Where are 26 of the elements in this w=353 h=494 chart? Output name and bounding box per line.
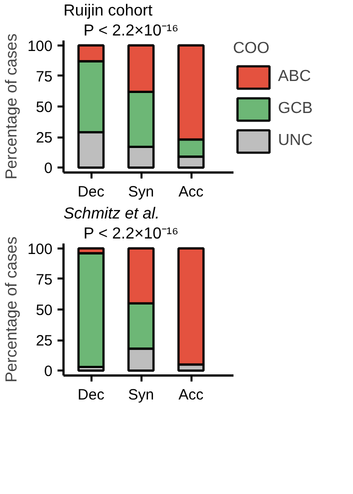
y-tick-label: 50 xyxy=(36,99,53,116)
legend-label: GCB xyxy=(278,100,313,118)
legend-title: COO xyxy=(233,40,270,58)
x-tick-label: Syn xyxy=(128,184,154,200)
y-tick-label: 0 xyxy=(44,363,52,380)
legend-label: ABC xyxy=(278,68,311,86)
x-tick-label: Dec xyxy=(78,386,105,404)
x-tick-label: Acc xyxy=(178,386,204,404)
x-tick-label: Dec xyxy=(78,184,105,200)
y-tick-label: 75 xyxy=(36,271,53,288)
y-tick-label: 100 xyxy=(27,38,53,55)
legend-label: UNC xyxy=(278,132,313,150)
y-axis-title: Percentage of cases xyxy=(3,236,20,382)
chart-subtitle: P < 2.2×10⁻¹⁶ xyxy=(84,22,178,40)
y-tick-label: 25 xyxy=(36,130,53,147)
y-axis-title: Percentage of cases xyxy=(3,34,20,180)
x-tick-label: Acc xyxy=(178,184,204,200)
y-tick-label: 50 xyxy=(36,302,53,319)
y-tick-label: 100 xyxy=(27,240,53,258)
chart-title: Schmitz et al. xyxy=(64,206,160,222)
y-tick-label: 0 xyxy=(44,160,52,178)
chart-subtitle: P < 2.2×10⁻¹⁶ xyxy=(84,226,178,242)
chart-title: Ruijin cohort xyxy=(64,2,153,20)
y-tick-label: 75 xyxy=(36,68,53,86)
y-tick-label: 25 xyxy=(36,332,53,350)
x-tick-label: Syn xyxy=(128,386,154,404)
